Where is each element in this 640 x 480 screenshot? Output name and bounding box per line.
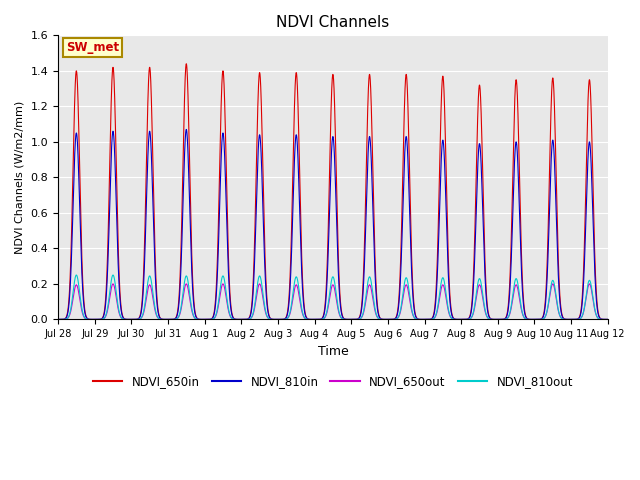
NDVI_650out (172, 316, 179, 322)
Line: NDVI_810in: NDVI_810in (58, 130, 608, 319)
NDVI_810out (172, 316, 180, 322)
NDVI_810in (604, 316, 612, 322)
NDVI_810out (602, 316, 610, 322)
NDVI_650out (604, 316, 612, 322)
NDVI_650in (260, 210, 268, 216)
NDVI_650in (409, 283, 417, 288)
NDVI_650in (487, 316, 495, 322)
NDVI_810in (487, 316, 495, 322)
NDVI_810out (72, 272, 80, 278)
NDVI_650in (166, 316, 173, 322)
Title: NDVI Channels: NDVI Channels (276, 15, 390, 30)
NDVI_650out (409, 312, 417, 317)
NDVI_810out (487, 316, 495, 322)
NDVI_650out (602, 316, 610, 322)
NDVI_650in (172, 315, 179, 321)
NDVI_810out (260, 298, 268, 303)
NDVI_650in (182, 61, 190, 67)
NDVI_650in (54, 316, 62, 322)
NDVI_650out (54, 316, 62, 322)
NDVI_650in (602, 316, 610, 322)
NDVI_810out (409, 311, 417, 316)
Line: NDVI_650in: NDVI_650in (58, 64, 608, 319)
NDVI_650out (586, 281, 593, 287)
NDVI_810in (182, 127, 190, 132)
NDVI_810in (602, 316, 610, 322)
X-axis label: Time: Time (317, 345, 348, 358)
NDVI_810out (604, 316, 612, 322)
Line: NDVI_810out: NDVI_810out (58, 275, 608, 319)
NDVI_650in (604, 316, 612, 322)
NDVI_810out (54, 316, 62, 322)
NDVI_650out (166, 316, 173, 322)
NDVI_650out (260, 301, 268, 307)
Line: NDVI_650out: NDVI_650out (58, 284, 608, 319)
NDVI_810out (166, 316, 173, 322)
Text: SW_met: SW_met (67, 41, 120, 54)
NDVI_810in (166, 316, 173, 322)
NDVI_810in (409, 291, 417, 297)
NDVI_810in (54, 316, 62, 322)
Y-axis label: NDVI Channels (W/m2/mm): NDVI Channels (W/m2/mm) (15, 101, 25, 254)
NDVI_810in (172, 315, 179, 321)
NDVI_650out (487, 316, 495, 322)
Legend: NDVI_650in, NDVI_810in, NDVI_650out, NDVI_810out: NDVI_650in, NDVI_810in, NDVI_650out, NDV… (88, 371, 578, 393)
NDVI_810in (260, 237, 268, 243)
